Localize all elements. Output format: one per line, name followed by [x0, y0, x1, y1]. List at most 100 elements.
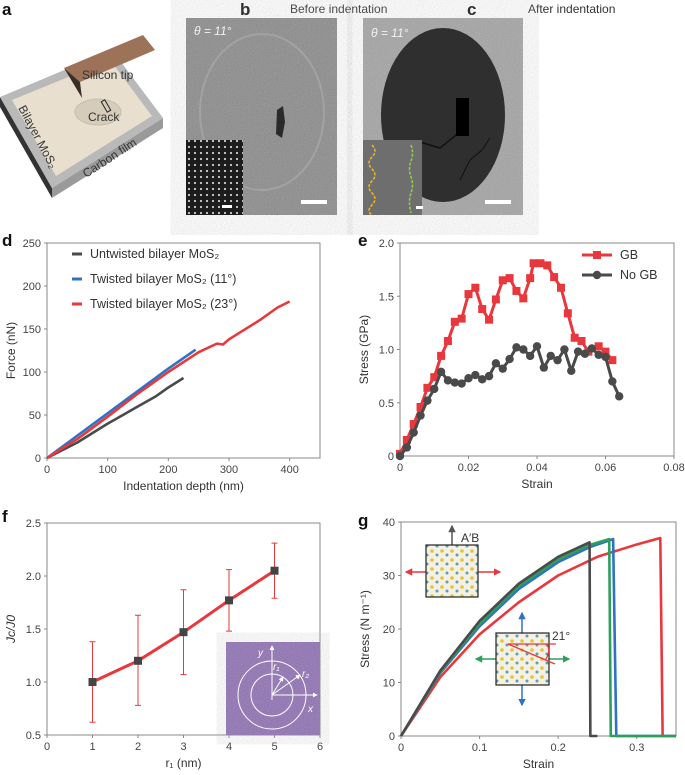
data-point	[450, 317, 459, 326]
data-point	[478, 375, 487, 384]
data-point	[134, 656, 142, 665]
data-point	[615, 392, 624, 401]
x-tick-label: 3	[180, 741, 186, 753]
data-point	[553, 355, 562, 365]
panel-c-title: After indentation	[528, 2, 615, 16]
panel-f-inset: y x r₁ r₂	[226, 642, 320, 735]
data-point	[539, 363, 549, 372]
y-axis-label: Force (nN)	[4, 322, 18, 379]
image-noise	[226, 642, 320, 735]
data-point	[512, 286, 521, 295]
y-tick-label: 30	[383, 571, 395, 583]
y-tick-label: 40	[383, 517, 395, 529]
y-tick-label: 0.5	[379, 398, 394, 410]
data-point	[580, 349, 590, 358]
chart-g: 0 0.1 0.2 0.3 0 10 20 30 40 Strain Stress (N m⁻¹)	[358, 517, 677, 771]
hole	[74, 98, 122, 126]
y-tick-label: 250	[23, 238, 41, 250]
data-point	[416, 403, 425, 412]
panel-letter-a: a	[2, 0, 12, 19]
y-axis-label: Stress (GPa)	[357, 315, 371, 384]
x-tick-label: 400	[280, 464, 298, 476]
series-line	[46, 376, 185, 460]
data-point	[512, 343, 521, 352]
x-tick-label: 300	[220, 464, 238, 476]
inset-scale-bar	[416, 206, 423, 209]
x-tick-label: 1	[89, 741, 95, 753]
data-point	[437, 351, 446, 360]
data-point	[573, 347, 583, 356]
series-0	[88, 542, 279, 723]
data-point	[457, 314, 466, 323]
membrane-edge	[199, 33, 325, 191]
series-no-gb	[395, 342, 624, 461]
y-tick-label: 1.0	[379, 345, 394, 357]
carbon-film-side	[0, 97, 52, 198]
gb-line-green	[408, 144, 414, 214]
y-tick-label: 0.5	[26, 730, 41, 742]
panel-letter-e: e	[358, 231, 367, 250]
chart-f: 0 1 2 3 4 5 6 0.5 1.0 1.5 2.0 2.5 r₁ (nm) Jc/J0	[4, 518, 323, 770]
r2-arrow	[271, 674, 301, 696]
data-point	[505, 354, 514, 364]
panel-letter-d: d	[2, 231, 12, 250]
data-point	[601, 347, 610, 356]
x-tick-label: 100	[98, 464, 116, 476]
panel-letter-f: f	[2, 507, 8, 526]
data-point	[498, 276, 507, 285]
data-point	[402, 436, 411, 445]
panel-c-tem-after: c After indentation θ = 11°	[363, 0, 615, 216]
charts: 0 100 200 300 400050100150200250Indentation …	[4, 238, 685, 771]
legend-item: No GB	[582, 268, 658, 282]
data-point	[471, 370, 480, 380]
data-point	[563, 309, 572, 318]
twisted-lattice-image	[495, 632, 550, 686]
data-point	[505, 274, 514, 283]
series-line	[399, 536, 676, 738]
twist-angle-label: 21°	[552, 629, 570, 643]
data-point	[532, 342, 542, 351]
x-tick-label: 0.3	[629, 742, 644, 754]
ab-stacking-label: A′B	[461, 531, 479, 545]
ab-lattice-image	[425, 544, 479, 598]
series-gb	[396, 259, 617, 458]
series-line	[46, 348, 197, 460]
panel-letter-g: g	[358, 511, 368, 530]
data-point	[526, 274, 535, 283]
legend-label: Twisted bilayer MoS₂ (11°)	[90, 272, 236, 286]
x-axis-label: Indentation depth (nm)	[123, 479, 244, 493]
data-point	[409, 420, 418, 429]
angle-rotated-line	[507, 643, 556, 665]
series-twisted-bilayer-mos-11-	[46, 348, 197, 460]
y-tick-label: 1.5	[26, 624, 41, 636]
data-point	[423, 383, 432, 392]
data-point	[225, 596, 233, 605]
moire-inset	[186, 140, 243, 215]
data-point	[395, 451, 405, 461]
data-point	[519, 345, 528, 354]
x-tick-label: 5	[271, 741, 277, 753]
angle-arc	[544, 643, 550, 661]
data-point	[450, 378, 459, 387]
y-tick-label: 10	[383, 678, 395, 690]
panel-letter-c: c	[467, 0, 476, 19]
y-tick-label: 20	[383, 624, 395, 636]
data-point	[471, 283, 480, 292]
data-point	[436, 367, 446, 377]
data-point	[88, 678, 97, 686]
data-point	[519, 294, 528, 303]
cantilever	[64, 35, 155, 82]
data-point	[587, 344, 596, 353]
data-point	[409, 428, 418, 437]
data-point	[536, 259, 545, 268]
gb-inset	[363, 140, 422, 215]
data-point	[484, 371, 494, 381]
y-tick-label: 2.0	[379, 238, 394, 250]
legend-label: Twisted bilayer MoS₂ (23°)	[90, 297, 237, 311]
data-point	[491, 359, 501, 368]
y-tick-label: 0	[389, 731, 395, 743]
inset-r2-label: r₂	[302, 669, 309, 680]
x-tick-label: 0	[44, 741, 50, 753]
y-tick-label: 1.5	[379, 291, 394, 303]
legend-label: No GB	[620, 268, 658, 282]
